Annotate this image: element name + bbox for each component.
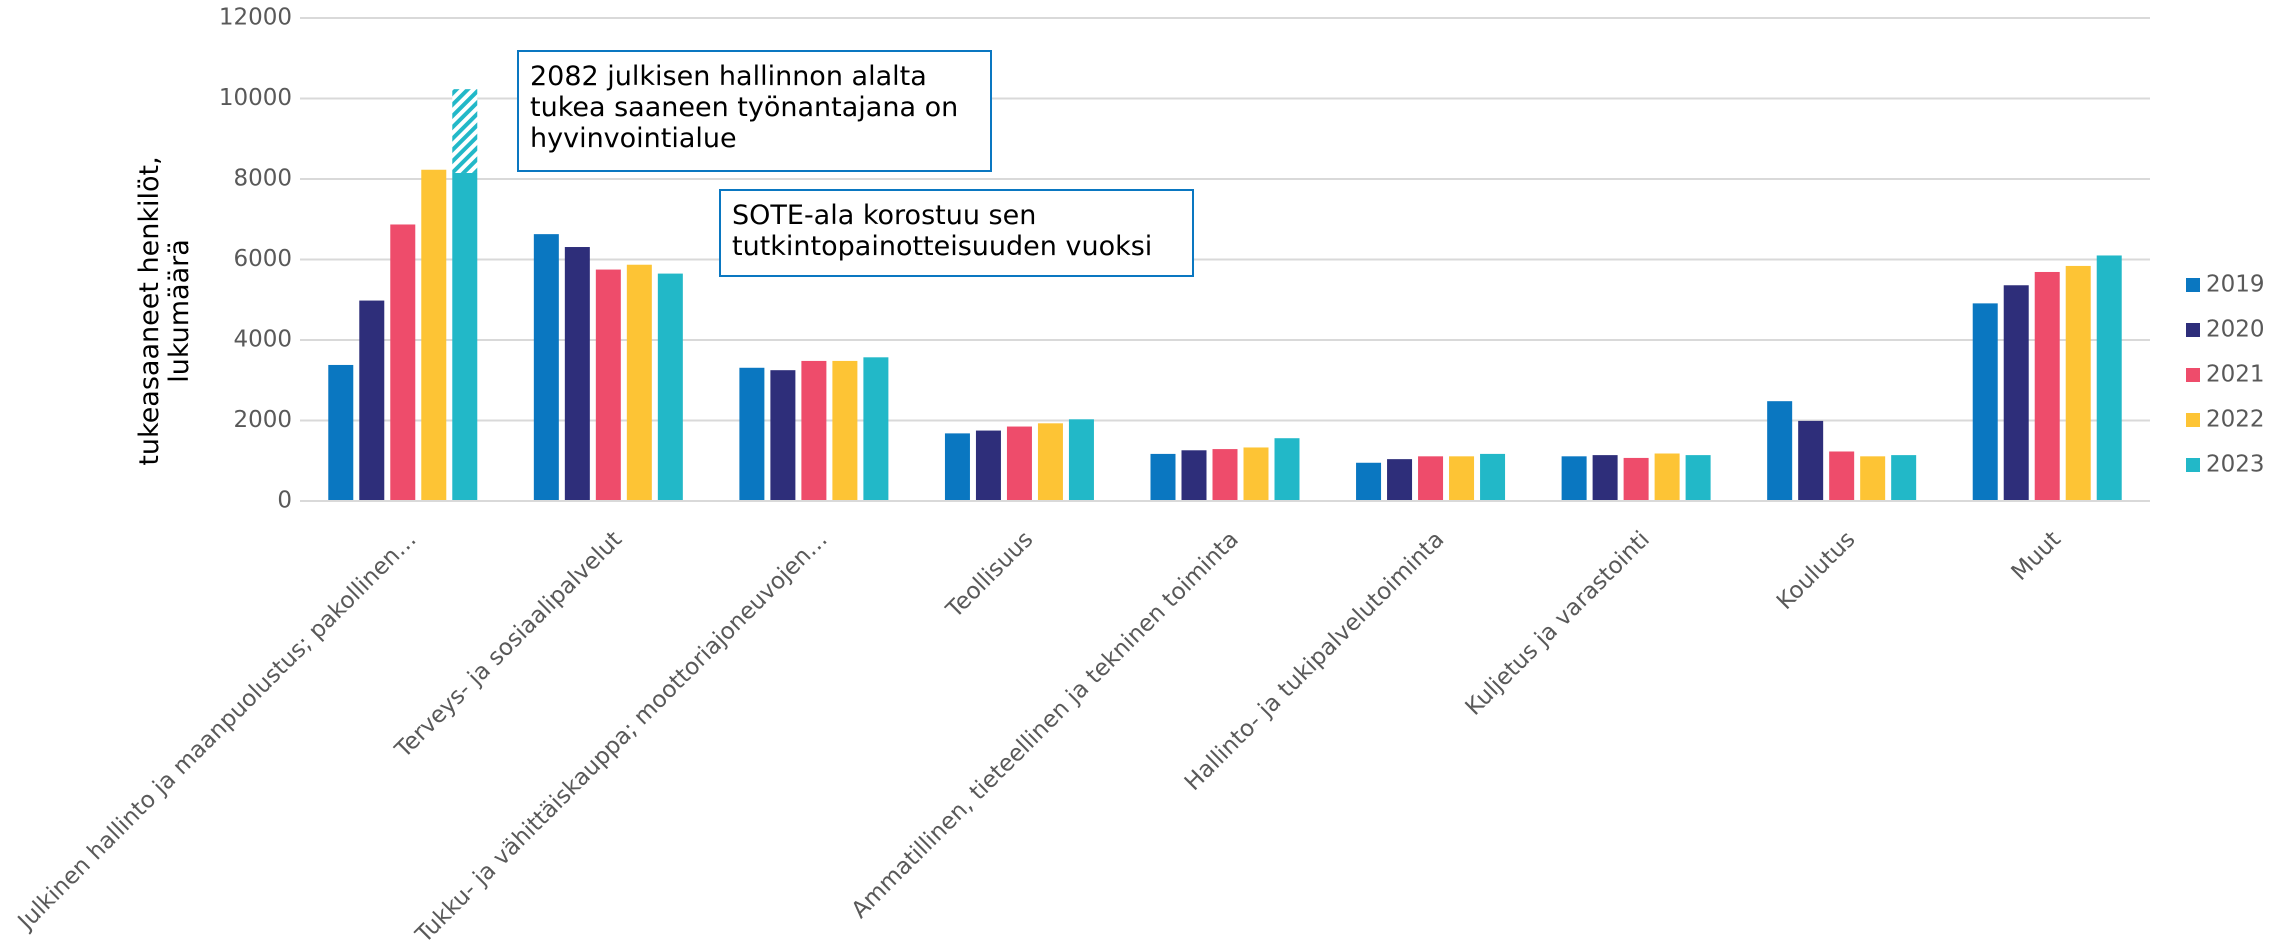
bar (2034, 271, 2060, 501)
bar (770, 370, 796, 501)
bar (657, 273, 683, 501)
y-axis-label-line: lukumäärä (164, 239, 195, 383)
annotation-text: tukea saaneen työnantajana on (530, 92, 958, 123)
bar (1561, 456, 1587, 501)
bar (1037, 423, 1063, 501)
x-tick-label: Julkinen hallinto ja maanpuolustus; pako… (12, 526, 422, 936)
annotation-text: 2082 julkisen hallinnon alalta (530, 61, 927, 92)
bar (1767, 401, 1793, 501)
bar (1972, 303, 1998, 501)
legend-label: 2020 (2206, 317, 2265, 343)
bar (626, 264, 652, 501)
bar (1829, 451, 1855, 501)
bar (1274, 438, 1300, 501)
y-axis-label: tukeasaaneet henkilöt,lukumäärä (134, 156, 195, 465)
legend-swatch (2186, 278, 2200, 292)
annotation-text: SOTE-ala korostuu sen (732, 200, 1036, 231)
bar (359, 300, 385, 501)
x-tick-label: Tukku- ja vähittäiskauppa; moottoriajone… (410, 526, 832, 946)
y-tick-label: 2000 (233, 407, 292, 433)
bar (1449, 456, 1475, 501)
legend-swatch (2186, 368, 2200, 382)
bar (1356, 462, 1382, 501)
bar (421, 169, 447, 501)
bar (1068, 419, 1094, 501)
bar (2003, 285, 2029, 501)
bar (1623, 457, 1649, 501)
bar (1891, 455, 1917, 501)
bar (564, 247, 590, 501)
bar (832, 360, 858, 501)
bar (1480, 453, 1506, 501)
legend-label: 2022 (2206, 407, 2265, 433)
bar (1212, 449, 1238, 501)
legend-swatch (2186, 458, 2200, 472)
bar (533, 234, 559, 501)
bar (2096, 255, 2122, 501)
hatched-bar-segment (452, 89, 478, 173)
bar (1654, 453, 1680, 501)
y-tick-label: 10000 (219, 85, 292, 111)
legend-label: 2023 (2206, 452, 2265, 478)
legend-label: 2021 (2206, 362, 2265, 388)
legend-label: 2019 (2206, 272, 2265, 298)
annotation-text: tutkintopainotteisuuden vuoksi (732, 231, 1152, 262)
bar (595, 269, 621, 501)
bar (328, 364, 354, 501)
annotation-text: hyvinvointialue (530, 123, 737, 154)
y-tick-label: 6000 (233, 246, 292, 272)
x-tick-label: Muut (2007, 526, 2066, 585)
bar (1150, 453, 1176, 501)
y-axis-label-line: tukeasaaneet henkilöt, (134, 156, 165, 465)
annotation-box (719, 189, 1194, 277)
bar (975, 430, 1001, 501)
bar (452, 172, 478, 501)
bar (2065, 265, 2091, 501)
annotation-box (517, 50, 992, 172)
y-tick-label: 12000 (219, 5, 292, 31)
x-tick-label: Koulutus (1772, 526, 1860, 614)
x-tick-label: Ammatillinen, tieteellinen ja tekninen t… (847, 526, 1244, 923)
x-tick-label: Kuljetus ja varastointi (1461, 526, 1655, 720)
x-tick-label: Terveys- ja sosiaalipalvelut (390, 526, 627, 763)
bar (1387, 459, 1413, 501)
bar (390, 224, 416, 502)
bar (944, 433, 970, 501)
y-tick-label: 4000 (233, 327, 292, 353)
bar (801, 360, 827, 501)
bar (1006, 426, 1032, 501)
bar (1798, 420, 1824, 501)
bar (1860, 456, 1886, 501)
bar (1592, 455, 1618, 501)
bar (1181, 450, 1207, 501)
bar (1418, 456, 1444, 501)
legend-swatch (2186, 413, 2200, 427)
bar (863, 357, 889, 501)
y-tick-label: 0 (277, 488, 292, 514)
x-tick-label: Teollisuus (941, 526, 1038, 623)
bar (739, 367, 765, 501)
y-tick-label: 8000 (233, 166, 292, 192)
bar (1243, 447, 1269, 501)
bar (1685, 455, 1711, 501)
legend-swatch (2186, 323, 2200, 337)
